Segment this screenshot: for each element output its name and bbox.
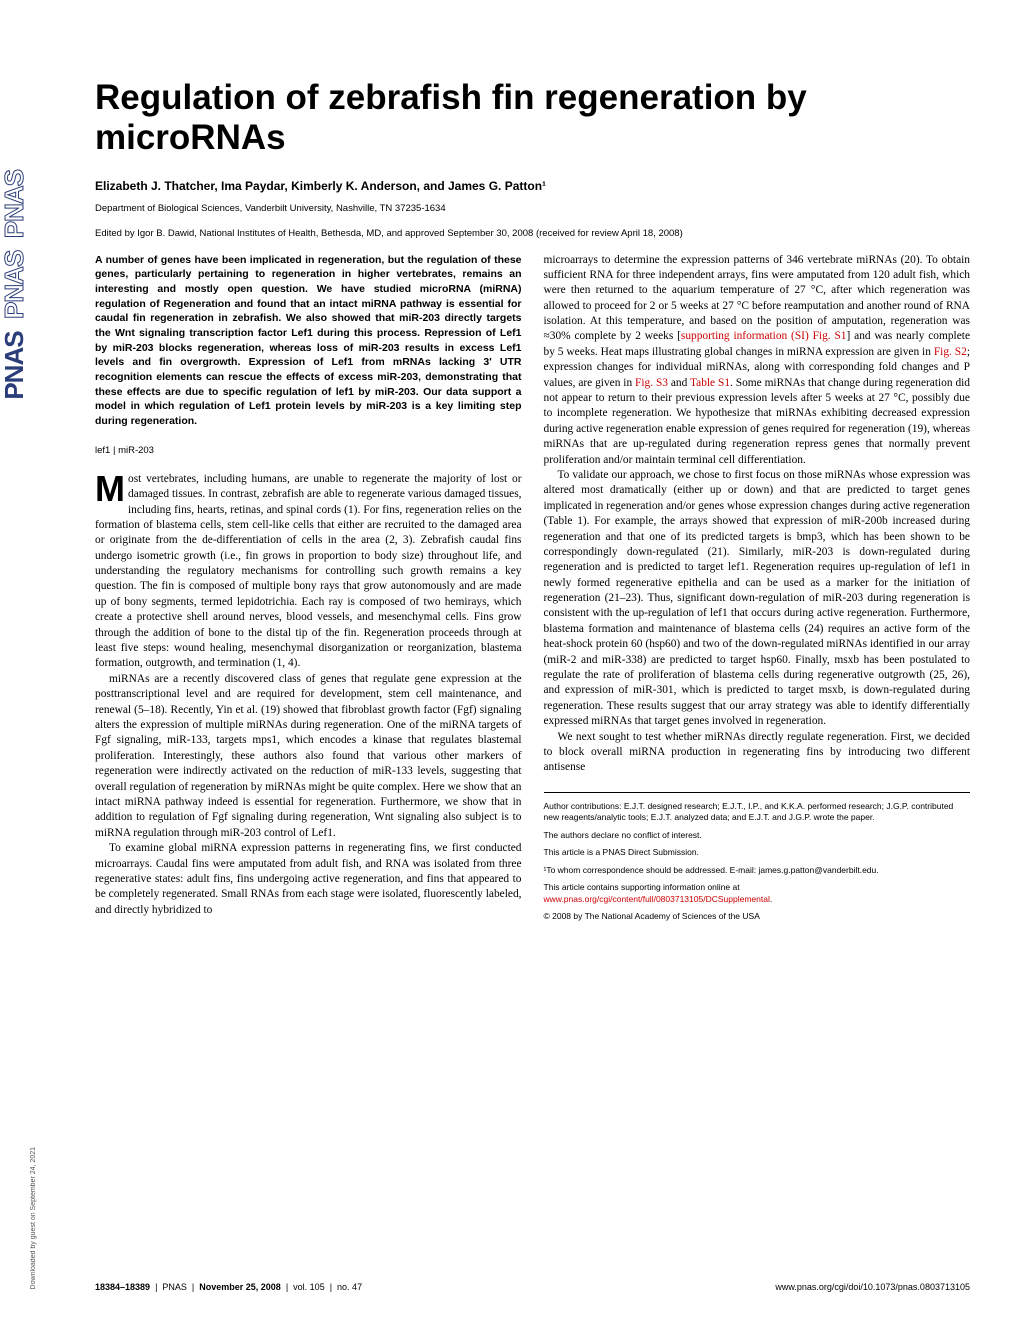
paragraph-r3: We next sought to test whether miRNAs di… <box>544 730 971 776</box>
author-contributions: Author contributions: E.J.T. designed re… <box>544 801 971 824</box>
left-column: A number of genes have been implicated i… <box>95 253 522 929</box>
pnas-logo: PNAS PNAS PNAS <box>0 170 30 400</box>
affiliation: Department of Biological Sciences, Vande… <box>95 203 970 214</box>
si-note: This article contains supporting informa… <box>544 882 971 905</box>
paragraph-1: Most vertebrates, including humans, are … <box>95 472 522 672</box>
copyright: © 2008 by The National Academy of Scienc… <box>544 911 971 922</box>
paragraph-r1: microarrays to determine the expression … <box>544 253 971 468</box>
pnas-sidebar: PNAS PNAS PNAS <box>0 0 28 1344</box>
columns: A number of genes have been implicated i… <box>95 253 970 929</box>
link-fig-s3[interactable]: Fig. S3 <box>635 377 668 389</box>
link-si-url[interactable]: www.pnas.org/cgi/content/full/0803713105… <box>544 894 770 904</box>
body-text-left: Most vertebrates, including humans, are … <box>95 472 522 918</box>
pnas-logo-solid: PNAS <box>0 331 29 399</box>
dropcap: M <box>95 472 128 505</box>
link-table-s1[interactable]: Table S1 <box>690 377 730 389</box>
page-footer-right: www.pnas.org/cgi/doi/10.1073/pnas.080371… <box>775 1282 970 1292</box>
article-title: Regulation of zebrafish fin regeneration… <box>95 78 970 159</box>
correspondence: ¹To whom correspondence should be addres… <box>544 865 971 876</box>
edited-by: Edited by Igor B. Dawid, National Instit… <box>95 228 970 239</box>
paragraph-r2: To validate our approach, we chose to fi… <box>544 468 971 730</box>
page-container: Regulation of zebrafish fin regeneration… <box>95 78 970 929</box>
paragraph-2: miRNAs are a recently discovered class o… <box>95 672 522 841</box>
pnas-logo-outline-2: PNAS <box>0 170 29 238</box>
download-note: Downloaded by guest on September 24, 202… <box>30 1147 37 1289</box>
pnas-logo-outline-1: PNAS <box>0 251 29 319</box>
link-si-fig-s1[interactable]: supporting information (SI) Fig. S1 <box>681 330 847 342</box>
authors: Elizabeth J. Thatcher, Ima Paydar, Kimbe… <box>95 179 970 193</box>
abstract: A number of genes have been implicated i… <box>95 253 522 429</box>
link-fig-s2[interactable]: Fig. S2 <box>934 346 967 358</box>
page-footer-left: 18384–18389 | PNAS | November 25, 2008 |… <box>95 1282 362 1292</box>
submission-type: This article is a PNAS Direct Submission… <box>544 847 971 858</box>
conflict-statement: The authors declare no conflict of inter… <box>544 830 971 841</box>
footnotes: Author contributions: E.J.T. designed re… <box>544 792 971 923</box>
paragraph-3: To examine global miRNA expression patte… <box>95 841 522 918</box>
body-text-right: microarrays to determine the expression … <box>544 253 971 776</box>
page-footer: 18384–18389 | PNAS | November 25, 2008 |… <box>95 1282 970 1292</box>
right-column: microarrays to determine the expression … <box>544 253 971 929</box>
keywords: lef1 | miR-203 <box>95 445 522 456</box>
